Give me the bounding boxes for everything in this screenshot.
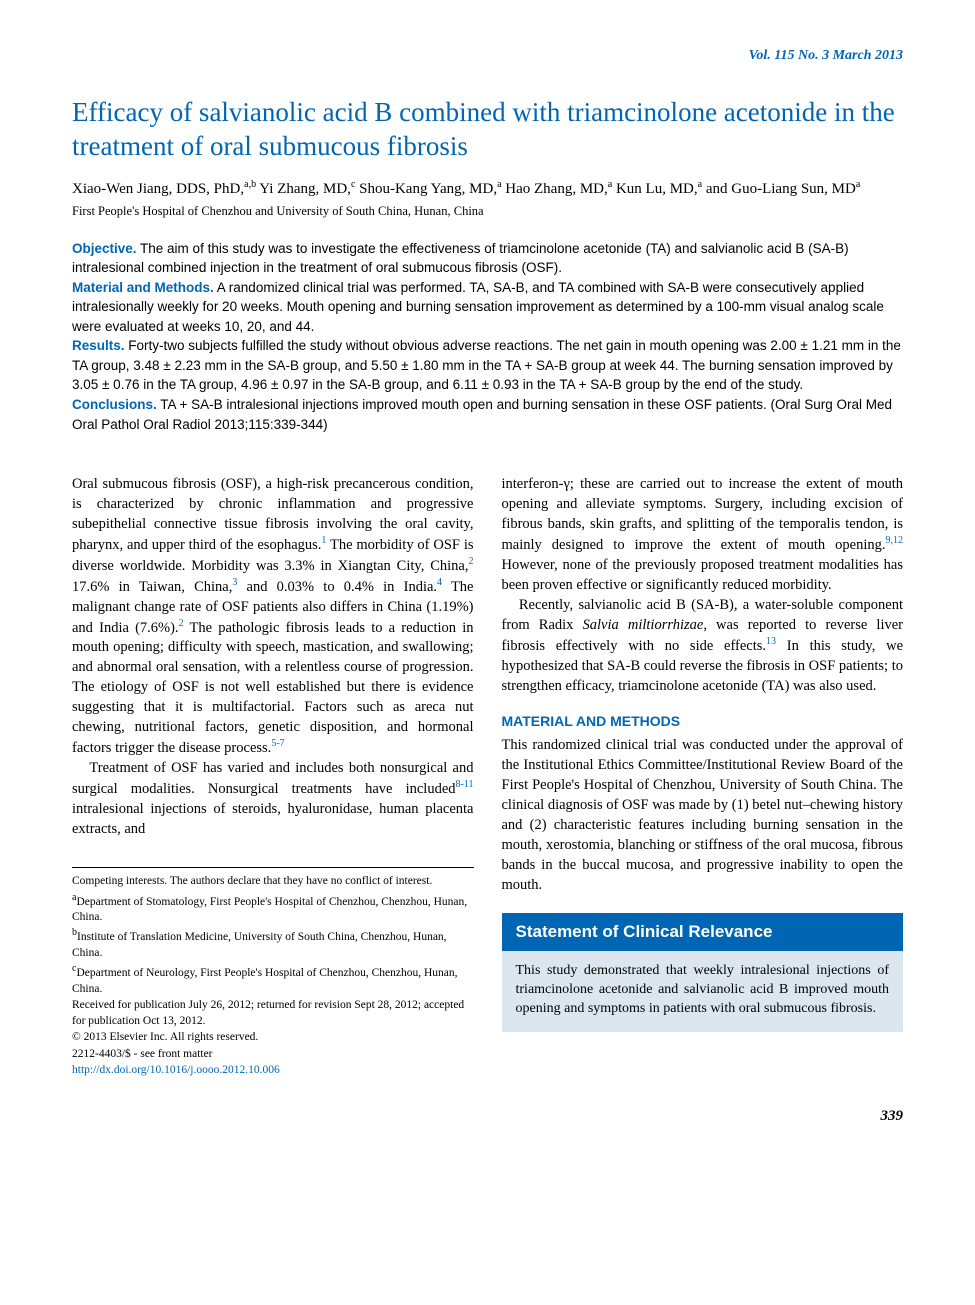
intro-para-4: Recently, salvianolic acid B (SA-B), a w… xyxy=(502,595,904,696)
competing-interests: Competing interests. The authors declare… xyxy=(72,874,474,890)
affiliation-b: bInstitute of Translation Medicine, Univ… xyxy=(72,926,474,961)
abstract-objective-label: Objective. xyxy=(72,241,137,256)
intro-para-2: Treatment of OSF has varied and includes… xyxy=(72,758,474,839)
author-list: Xiao-Wen Jiang, DDS, PhD,a,b Yi Zhang, M… xyxy=(72,178,903,200)
abstract-results-label: Results. xyxy=(72,338,125,353)
clinical-relevance-heading: Statement of Clinical Relevance xyxy=(502,913,904,950)
footnotes-block: Competing interests. The authors declare… xyxy=(72,867,474,1079)
abstract-objective-text: The aim of this study was to investigate… xyxy=(72,241,849,276)
abstract-block: Objective. The aim of this study was to … xyxy=(72,239,903,435)
methods-heading: MATERIAL AND METHODS xyxy=(502,712,904,731)
affiliation-a: aDepartment of Stomatology, First People… xyxy=(72,891,474,926)
methods-para-1: This randomized clinical trial was condu… xyxy=(502,735,904,895)
affiliation-summary: First People's Hospital of Chenzhou and … xyxy=(72,204,903,219)
issn-line: 2212-4403/$ - see front matter xyxy=(72,1047,474,1063)
right-column: interferon-γ; these are carried out to i… xyxy=(502,474,904,1080)
clinical-relevance-body: This study demonstrated that weekly intr… xyxy=(502,951,904,1033)
abstract-conclusions-text: TA + SA-B intralesional injections impro… xyxy=(72,397,892,432)
received-dates: Received for publication July 26, 2012; … xyxy=(72,998,474,1029)
page-number: 339 xyxy=(72,1108,903,1125)
intro-para-3: interferon-γ; these are carried out to i… xyxy=(502,474,904,595)
doi-link[interactable]: http://dx.doi.org/10.1016/j.oooo.2012.10… xyxy=(72,1064,280,1076)
copyright-line: © 2013 Elsevier Inc. All rights reserved… xyxy=(72,1030,474,1046)
abstract-conclusions-label: Conclusions. xyxy=(72,397,157,412)
journal-issue-header: Vol. 115 No. 3 March 2013 xyxy=(72,48,903,64)
affiliation-c: cDepartment of Neurology, First People's… xyxy=(72,962,474,997)
intro-para-1: Oral submucous fibrosis (OSF), a high-ri… xyxy=(72,474,474,758)
article-title: Efficacy of salvianolic acid B combined … xyxy=(72,96,903,164)
left-column: Oral submucous fibrosis (OSF), a high-ri… xyxy=(72,474,474,1080)
clinical-relevance-box: Statement of Clinical Relevance This stu… xyxy=(502,913,904,1032)
body-columns: Oral submucous fibrosis (OSF), a high-ri… xyxy=(72,474,903,1080)
abstract-results-text: Forty-two subjects fulfilled the study w… xyxy=(72,338,901,392)
abstract-material-label: Material and Methods. xyxy=(72,280,214,295)
